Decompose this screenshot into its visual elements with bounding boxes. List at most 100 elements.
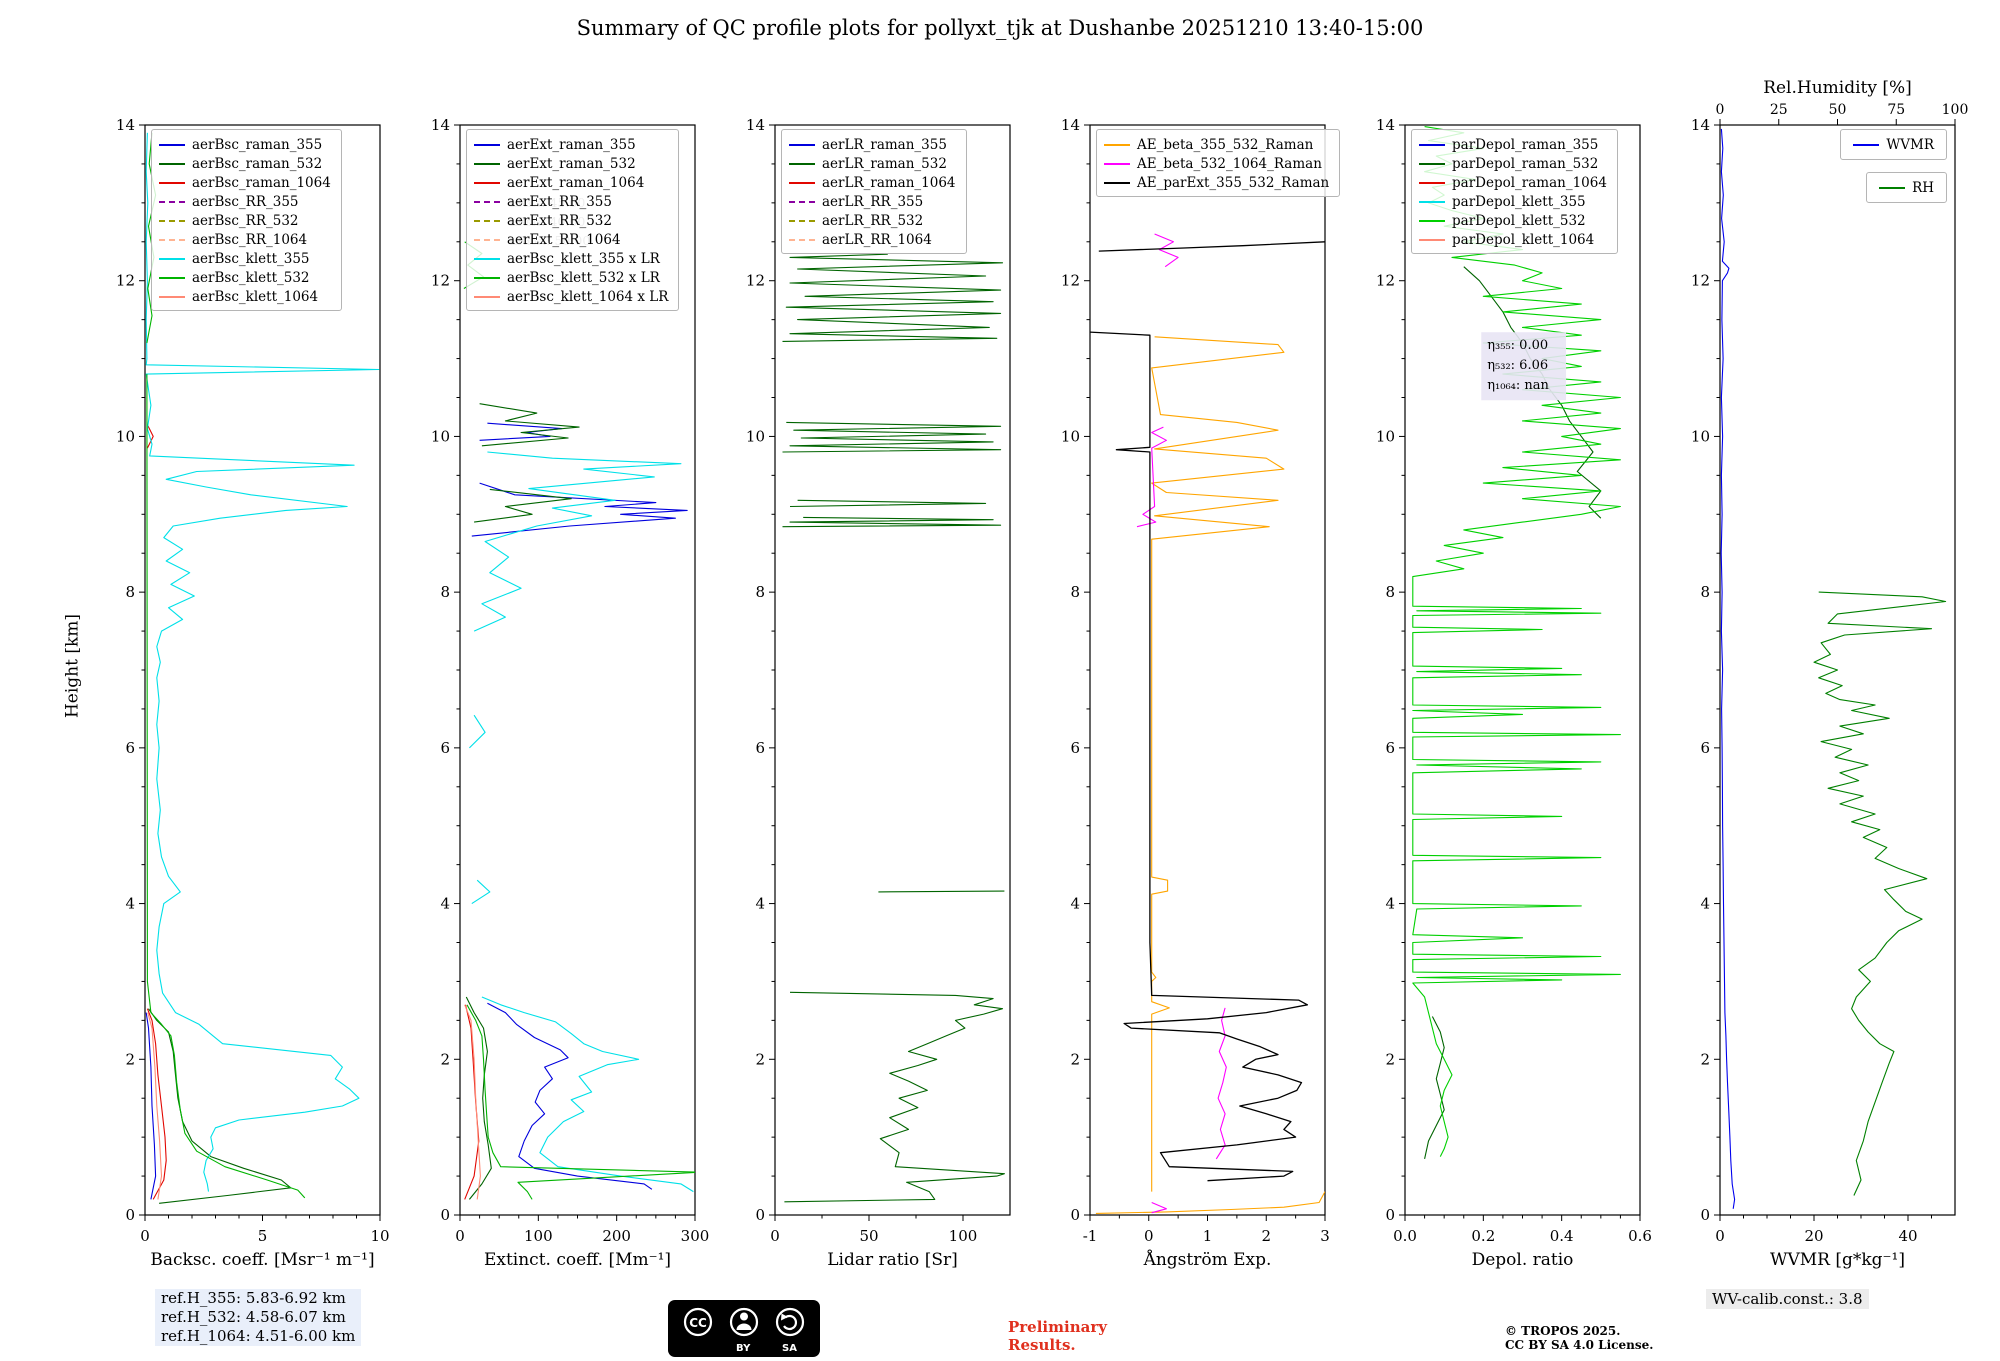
cc-badge-icons: CC [683, 1307, 805, 1337]
series-aerExt_raman_532 [479, 403, 580, 447]
legend-item-label: AE_beta_355_532_Raman [1137, 136, 1314, 153]
series-aerLR_raman_532 [782, 253, 1004, 342]
sa-arrow-head [781, 1313, 788, 1321]
preliminary-line-1: Preliminary [1008, 1318, 1107, 1336]
series-AE_parExt_355_532_Raman [1098, 241, 1325, 252]
plot-backscatter: 0 2 4 6 8 10 12 14 0 5 10 Backsc. coeff. [Msr⁻¹ m⁻¹… [116, 116, 390, 1270]
svg-text:0: 0 [1716, 102, 1725, 118]
legend-item-label: aerBsc_klett_532 x LR [507, 269, 660, 286]
legend-line-sample [789, 219, 815, 222]
svg-text:10: 10 [431, 427, 450, 445]
series-RH [1813, 591, 1947, 1196]
legend-line-sample [1853, 143, 1880, 146]
axes [1714, 119, 1956, 1221]
svg-text:0: 0 [770, 1227, 780, 1245]
legend-line-sample [159, 219, 185, 222]
legend-item-label: AE_parExt_355_532_Raman [1137, 174, 1330, 191]
svg-text:14: 14 [431, 116, 450, 134]
svg-text:3: 3 [1320, 1227, 1330, 1245]
legend-item-parDepol_raman_355: parDepol_raman_355 [1419, 135, 1607, 154]
cc-sa-label: SA [782, 1343, 797, 1354]
svg-text:0.0: 0.0 [1393, 1227, 1417, 1245]
series-aerBsc_klett_532 [146, 374, 306, 1199]
legend-angstrom: AE_beta_355_532_Raman AE_beta_532_1064_Ra… [1096, 129, 1341, 197]
svg-text:Lidar ratio [Sr]: Lidar ratio [Sr] [827, 1250, 957, 1270]
legend-item-label: aerLR_raman_355 [822, 136, 947, 153]
preliminary-line-2: Results. [1008, 1336, 1076, 1354]
legend-item-aerBsc_klett_1064 x LR: aerBsc_klett_1064 x LR [474, 287, 668, 306]
cc-license-badge: CC BY SA [668, 1300, 820, 1357]
cc-by-label: BY [736, 1343, 751, 1354]
legend-item-label: aerLR_raman_1064 [822, 174, 956, 191]
svg-text:2: 2 [1261, 1227, 1271, 1245]
legend-line-sample [1104, 143, 1130, 146]
legend-line-sample [159, 295, 185, 298]
legend-line-sample [1419, 238, 1445, 241]
by-person-head [740, 1312, 748, 1321]
legend-item-aerExt_raman_1064: aerExt_raman_1064 [474, 173, 668, 192]
svg-text:0: 0 [1700, 1206, 1710, 1224]
copyright-line-1: © TROPOS 2025. [1505, 1324, 1621, 1338]
legend-line-sample [789, 200, 815, 203]
series-AE_beta_532_1064_Raman [1136, 426, 1167, 528]
legend-item-aerLR_RR_355: aerLR_RR_355 [789, 192, 956, 211]
legend-line-sample [1419, 200, 1445, 203]
copyright-note: © TROPOS 2025. CC BY SA 4.0 License. [1505, 1324, 1653, 1352]
legend-item-label: parDepol_raman_532 [1452, 155, 1599, 172]
svg-text:10: 10 [1061, 427, 1080, 445]
legend-line-sample [789, 143, 815, 146]
svg-text:20: 20 [1804, 1227, 1823, 1245]
series-aerBsc_klett_355_x_LR [471, 879, 491, 905]
svg-text:14: 14 [116, 116, 135, 134]
svg-text:4: 4 [440, 895, 450, 913]
legend-line-sample [789, 181, 815, 184]
ref-h-1064: ref.H_1064: 4.51-6.00 km [155, 1327, 362, 1346]
legend-item-label: parDepol_raman_1064 [1452, 174, 1607, 191]
legend-line-sample [474, 143, 500, 146]
series-aerBsc_raman_1064 [146, 424, 154, 449]
svg-text:50: 50 [1829, 102, 1847, 118]
panel-lidar-ratio: 0 2 4 6 8 10 12 14 0 50 100 Lidar ratio [Sr] aerLR_r… [717, 67, 1028, 1285]
figure-title: Summary of QC profile plots for pollyxt_… [576, 16, 1424, 40]
legend-item-aerBsc_RR_1064: aerBsc_RR_1064 [159, 230, 331, 249]
svg-text:14: 14 [1691, 116, 1710, 134]
legend-line-sample [789, 162, 815, 165]
axes [454, 124, 696, 1221]
legend-item-aerExt_RR_355: aerExt_RR_355 [474, 192, 668, 211]
by-person-icon [729, 1307, 759, 1337]
legend-item-aerLR_RR_1064: aerLR_RR_1064 [789, 230, 956, 249]
series-aerLR_raman_532 [789, 499, 987, 508]
legend-depol: parDepol_raman_355 parDepol_raman_532 parD… [1411, 129, 1618, 254]
svg-text:75: 75 [1887, 102, 1905, 118]
series-AE_beta_532_1064_Raman [1154, 233, 1179, 268]
svg-text:14: 14 [746, 116, 765, 134]
legend-item-aerBsc_klett_1064: aerBsc_klett_1064 [159, 287, 331, 306]
series-aerLR_raman_532 [784, 991, 1005, 1203]
legend-item-label: WVMR [1886, 136, 1934, 153]
legend-item-aerLR_raman_532: aerLR_raman_532 [789, 154, 956, 173]
legend-item-AE_parExt_355_532_Raman: AE_parExt_355_532_Raman [1104, 173, 1329, 192]
legend-extinction: aerExt_raman_355 aerExt_raman_532 aerExt_r… [466, 129, 680, 311]
series-AE_parExt_355_532_Raman [1090, 331, 1309, 1182]
legend-item-label: aerExt_RR_355 [507, 193, 612, 210]
legend-item-label: aerBsc_klett_355 x LR [507, 250, 660, 267]
plot-depol: 0 2 4 6 8 10 12 14 0.0 0.2 0.4 0.6 Depol. ratio η₃₅₅:… [1376, 116, 1652, 1270]
svg-text:100: 100 [949, 1227, 978, 1245]
svg-text:50: 50 [859, 1227, 878, 1245]
series-aerBsc_klett_532_x_LR [466, 1004, 695, 1200]
series-parDepol_klett_532 [1412, 126, 1621, 1157]
svg-text:2: 2 [440, 1050, 450, 1068]
svg-text:0: 0 [1385, 1206, 1395, 1224]
svg-text:4: 4 [125, 895, 135, 913]
svg-text:0.2: 0.2 [1471, 1227, 1495, 1245]
svg-text:0: 0 [1715, 1227, 1725, 1245]
preliminary-note: Preliminary Results. [1008, 1318, 1107, 1354]
cc-icon-text: CC [689, 1316, 707, 1330]
svg-text:8: 8 [1700, 583, 1710, 601]
legend-item-aerBsc_RR_532: aerBsc_RR_532 [159, 211, 331, 230]
svg-text:10: 10 [1691, 427, 1710, 445]
series-aerBsc_raman_532 [148, 1008, 292, 1204]
svg-text:6: 6 [1070, 739, 1080, 757]
legend-item-WVMR: WVMR [1853, 135, 1934, 154]
